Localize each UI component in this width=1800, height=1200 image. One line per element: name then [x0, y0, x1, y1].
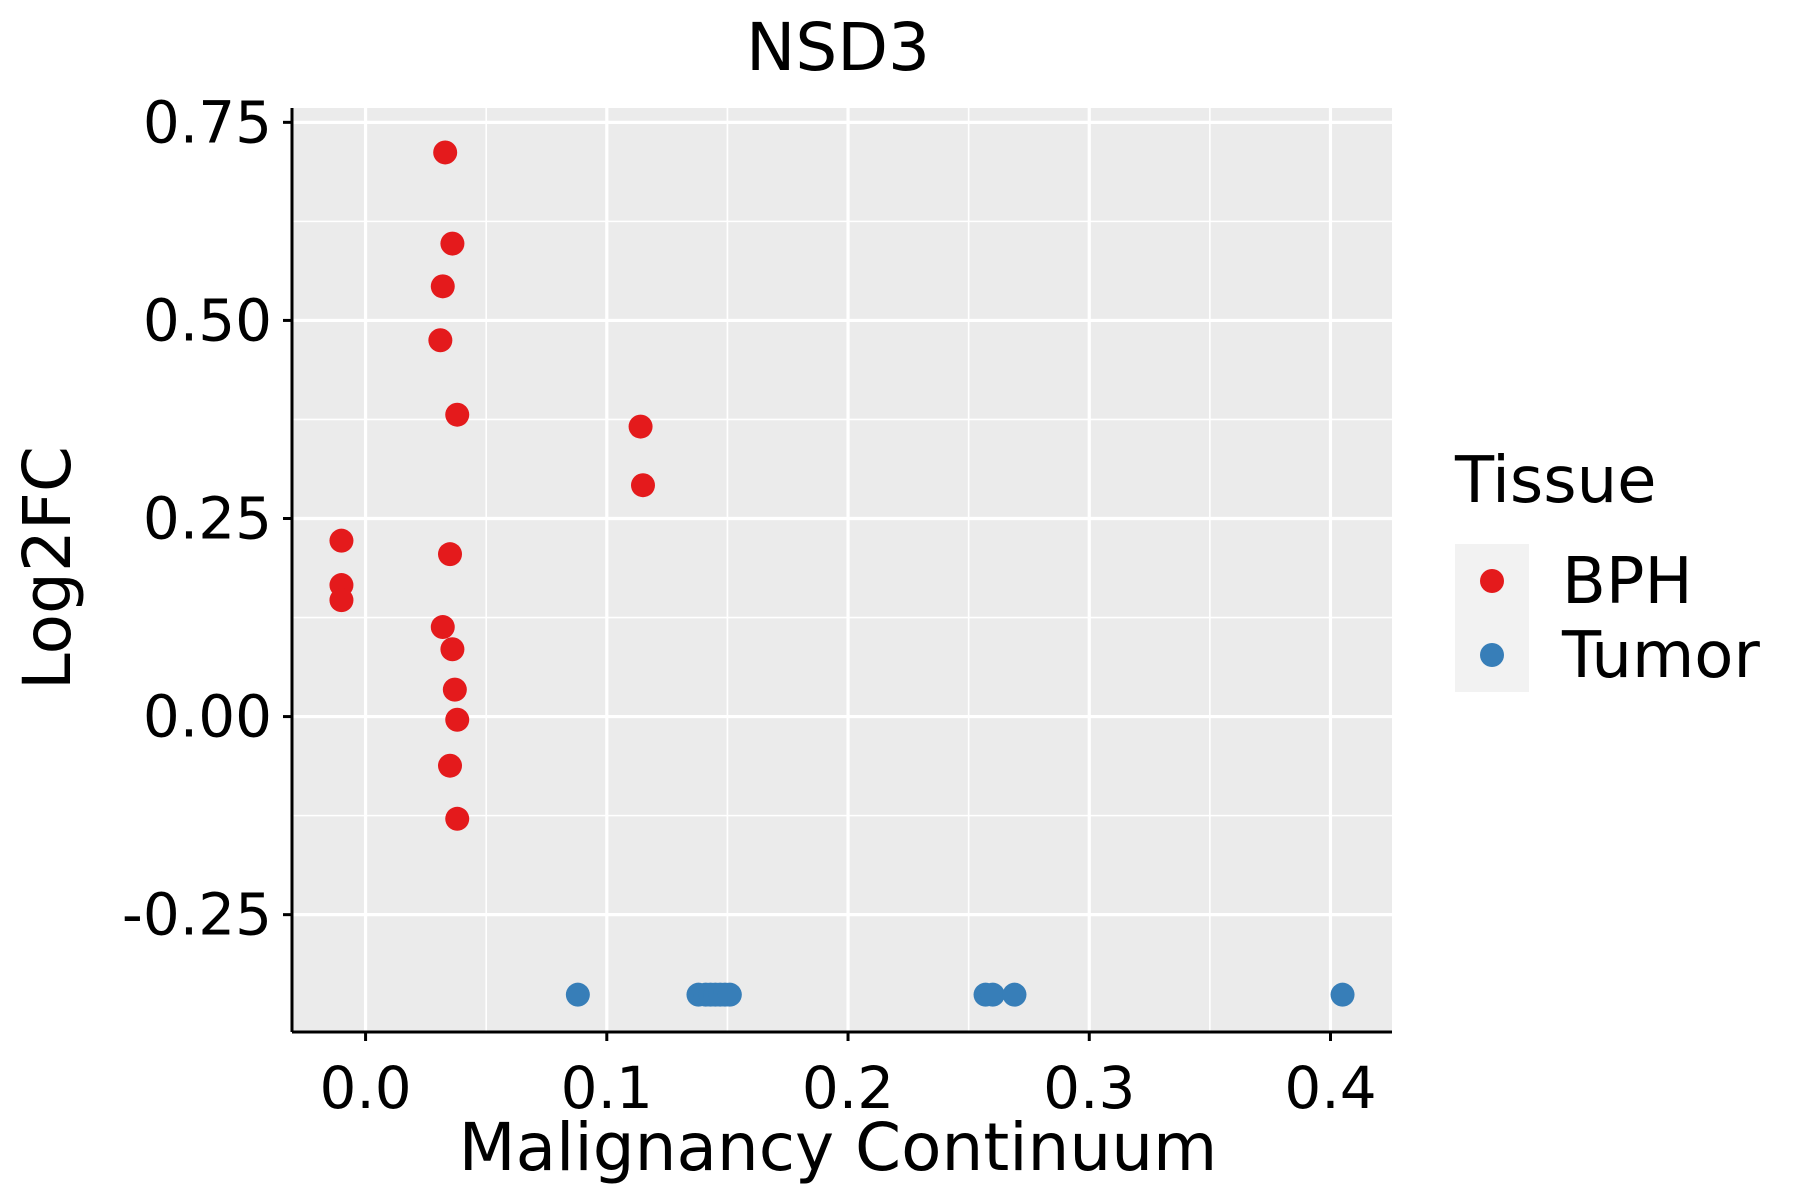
point-tumor: [980, 982, 1005, 1007]
x-tick-label: 0.4: [1284, 1054, 1376, 1122]
y-tick-label: 0.00: [143, 683, 272, 751]
point-bph: [440, 231, 465, 256]
point-tumor: [1002, 982, 1027, 1007]
y-tick-label: 0.75: [143, 88, 272, 156]
x-axis-title: Malignancy Continuum: [459, 1109, 1218, 1186]
legend-title: Tissue: [1454, 444, 1657, 518]
minor-gridlines: [292, 108, 1392, 1032]
y-tick-label: 0.25: [143, 484, 272, 552]
chart-title: NSD3: [746, 9, 930, 86]
x-tick-label: 0.2: [802, 1054, 894, 1122]
plot-panel: [292, 108, 1392, 1032]
point-bph: [438, 753, 463, 778]
major-gridlines: [292, 108, 1392, 1032]
point-bph: [433, 140, 458, 165]
point-bph: [442, 677, 467, 702]
legend: Tissue BPH Tumor: [1454, 444, 1760, 693]
axis-ticks: 0.0 0.1 0.2 0.3 0.4 -0.25 0.00 0.25 0.50 0.75: [122, 88, 1377, 1122]
axes: [290, 108, 1392, 1034]
point-bph: [428, 328, 453, 353]
x-tick-label: 0.0: [319, 1054, 411, 1122]
point-bph: [329, 528, 354, 553]
point-bph: [445, 806, 470, 831]
point-bph: [628, 414, 653, 439]
point-bph: [430, 274, 455, 299]
point-bph: [445, 707, 470, 732]
point-tumor: [717, 982, 742, 1007]
x-tick-label: 0.3: [1043, 1054, 1135, 1122]
y-axis-title: Log2FC: [9, 446, 86, 690]
point-bph: [445, 402, 470, 427]
point-bph: [430, 615, 455, 640]
point-bph: [440, 637, 465, 662]
legend-label-bph: BPH: [1562, 545, 1693, 619]
legend-label-tumor: Tumor: [1561, 619, 1760, 693]
point-bph: [630, 473, 655, 498]
legend-key-tumor: [1480, 643, 1504, 667]
point-tumor: [565, 982, 590, 1007]
y-tick-label: -0.25: [122, 881, 272, 949]
y-tick-label: 0.50: [143, 286, 272, 354]
x-tick-label: 0.1: [561, 1054, 653, 1122]
data-points: [329, 140, 1355, 1007]
point-bph: [329, 588, 354, 613]
legend-key-bph: [1480, 569, 1504, 593]
point-tumor: [1330, 982, 1355, 1007]
point-bph: [438, 542, 463, 567]
